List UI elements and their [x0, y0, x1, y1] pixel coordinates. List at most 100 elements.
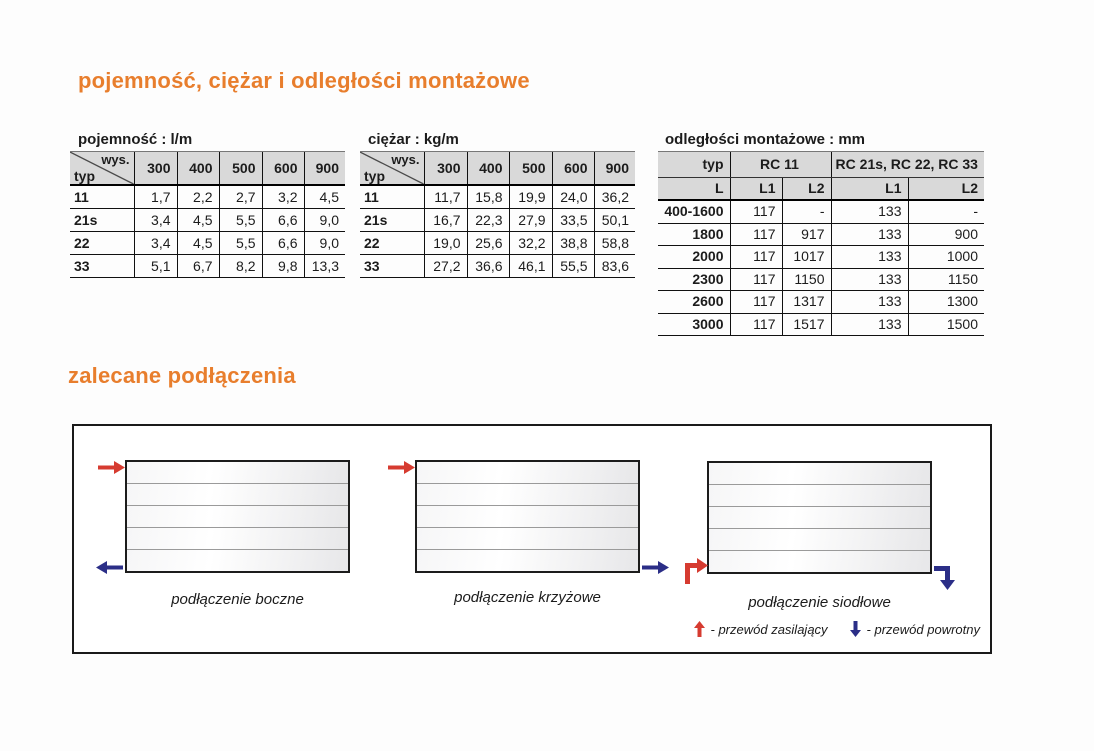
table-cell: 38,8: [551, 231, 594, 255]
table-row: 2000 117 1017 133 1000: [658, 245, 984, 269]
table-row: 11 11,7 15,8 19,9 24,0 36,2: [360, 185, 635, 209]
table-cell: 1300: [907, 290, 984, 314]
connections-diagram-box: podłączenie boczne podłączenie krzyżowe: [72, 424, 992, 654]
table-cell: 11,7: [423, 185, 467, 209]
table-cell: 9,8: [261, 254, 304, 278]
mounting-table-caption: odległości montażowe : mm: [665, 131, 866, 148]
table-row: 21s 16,7 22,3 27,9 33,5 50,1: [360, 208, 635, 232]
diagram-label-cross: podłączenie krzyżowe: [454, 589, 601, 606]
table-cell: 2,2: [176, 185, 219, 209]
table-row: 3000 117 1517 133 1500: [658, 313, 984, 336]
table-cell: 133: [830, 200, 908, 224]
table-cell: 6,6: [261, 231, 304, 255]
radiator-slat: [127, 550, 348, 571]
sub-header: L: [658, 177, 730, 201]
row-header: 22: [360, 231, 424, 255]
table-cell: 15,8: [466, 185, 509, 209]
column-header: 600: [551, 151, 594, 186]
table-cell: 25,6: [466, 231, 509, 255]
return-arrow-icon: [642, 561, 669, 574]
return-arrow-icon: [849, 621, 861, 637]
table-cell: 8,2: [218, 254, 262, 278]
corner-header-cell: wys. typ: [360, 151, 424, 186]
table-cell: 27,2: [423, 254, 467, 278]
row-header: 33: [70, 254, 134, 278]
table-row: 1800 117 917 133 900: [658, 223, 984, 246]
radiator-slat: [709, 485, 930, 507]
radiator-slat: [709, 463, 930, 485]
table-cell: 3,4: [133, 208, 177, 232]
table-cell: 58,8: [593, 231, 635, 255]
table-cell: 133: [830, 223, 908, 246]
table-cell: 900: [907, 223, 984, 246]
table-cell: 5,1: [133, 254, 177, 278]
table-cell: 13,3: [303, 254, 345, 278]
row-header: 2000: [658, 245, 730, 269]
radiator-slat: [417, 528, 638, 550]
table-cell: 4,5: [176, 208, 219, 232]
table-cell: 133: [830, 268, 908, 291]
table-cell: 1017: [781, 245, 831, 269]
column-header: 900: [593, 151, 635, 186]
table-cell: 6,7: [176, 254, 219, 278]
return-arrow-icon: [96, 561, 123, 574]
radiator-slat: [417, 506, 638, 528]
return-elbow-arrow-icon: [934, 566, 955, 590]
table-cell: 4,5: [176, 231, 219, 255]
column-header: 400: [176, 151, 219, 186]
corner-label-wys: wys.: [391, 152, 420, 167]
table-row: 22 19,0 25,6 32,2 38,8 58,8: [360, 231, 635, 255]
radiator-slat: [417, 550, 638, 571]
legend-supply-label: - przewód zasilający: [710, 621, 828, 637]
column-header: 500: [508, 151, 552, 186]
weight-table-block: ciężar : kg/m wys. typ 300 400 500 600 9…: [360, 131, 635, 278]
table-cell: 2,7: [218, 185, 262, 209]
diagram-label-side: podłączenie boczne: [171, 591, 304, 608]
column-header: 400: [466, 151, 509, 186]
row-header: 400-1600: [658, 200, 730, 224]
table-cell: 133: [830, 313, 908, 336]
row-header: 3000: [658, 313, 730, 336]
table-cell: 19,9: [508, 185, 552, 209]
table-row: 21s 3,4 4,5 5,5 6,6 9,0: [70, 208, 345, 232]
table-cell: 117: [729, 245, 782, 269]
table-cell: 50,1: [593, 208, 635, 232]
legend-return-label: - przewód powrotny: [866, 621, 980, 637]
supply-arrow-icon: [388, 461, 415, 474]
group-header-rc11: RC 11: [729, 151, 831, 178]
table-cell: 1,7: [133, 185, 177, 209]
table-cell: 9,0: [303, 231, 345, 255]
table-row: 33 5,1 6,7 8,2 9,8 13,3: [70, 254, 345, 278]
supply-elbow-arrow-icon: [685, 558, 708, 584]
weight-table: wys. typ 300 400 500 600 900 11 11,7 15,…: [360, 151, 635, 278]
table-cell: 36,2: [593, 185, 635, 209]
column-header: 300: [133, 151, 177, 186]
table-cell: 36,6: [466, 254, 509, 278]
section-title-connections: zalecane podłączenia: [68, 363, 296, 388]
table-cell: 1317: [781, 290, 831, 314]
table-cell: 117: [729, 290, 782, 314]
radiator-slat: [127, 462, 348, 484]
table-cell: 117: [729, 313, 782, 336]
table-cell: 133: [830, 245, 908, 269]
table-cell: 55,5: [551, 254, 594, 278]
row-header: 11: [70, 185, 134, 209]
table-cell: 117: [729, 223, 782, 246]
column-header: 300: [423, 151, 467, 186]
radiator-slat: [127, 484, 348, 506]
radiator-slat: [709, 507, 930, 529]
capacity-table-block: pojemność : l/m wys. typ 300 400 500 600…: [70, 131, 345, 278]
table-cell: 1000: [907, 245, 984, 269]
table-cell: 117: [729, 268, 782, 291]
table-cell: 117: [729, 200, 782, 224]
table-cell: 22,3: [466, 208, 509, 232]
table-cell: 5,5: [218, 208, 262, 232]
radiator-slat: [417, 462, 638, 484]
table-row: 2600 117 1317 133 1300: [658, 290, 984, 314]
radiator-slat: [709, 529, 930, 551]
table-cell: 32,2: [508, 231, 552, 255]
weight-table-caption: ciężar : kg/m: [368, 131, 459, 148]
connection-legend: - przewód zasilający - przewód powrotny: [693, 621, 980, 637]
row-header: 2300: [658, 268, 730, 291]
mounting-distances-table: typ RC 11 RC 21s, RC 22, RC 33 L L1 L2 L…: [658, 151, 984, 336]
